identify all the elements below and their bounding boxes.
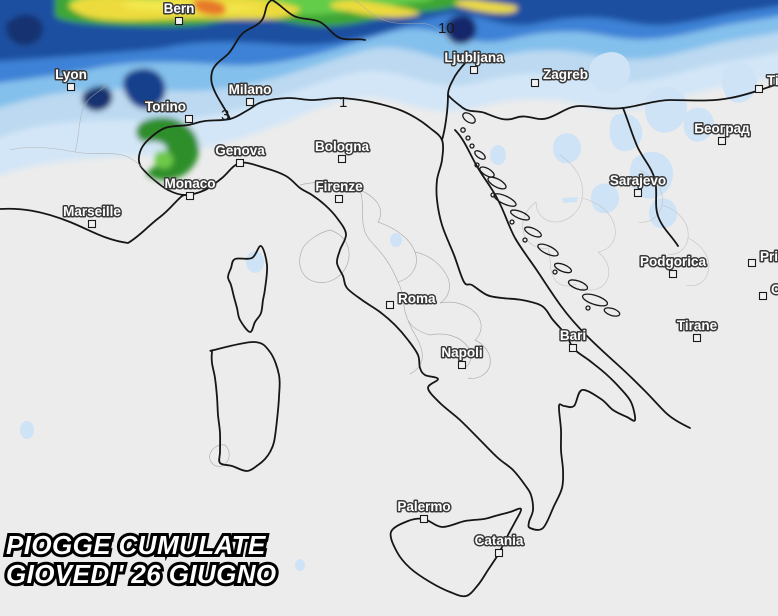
svg-text:Catania: Catania bbox=[475, 533, 524, 548]
svg-text:Скопје: Скопје bbox=[771, 282, 778, 297]
svg-text:Monaco: Monaco bbox=[164, 176, 215, 191]
svg-text:Bern: Bern bbox=[164, 1, 195, 16]
svg-text:Milano: Milano bbox=[229, 82, 272, 97]
svg-text:Genova: Genova bbox=[215, 143, 265, 158]
svg-text:Београд: Београд bbox=[694, 121, 750, 136]
svg-text:Lyon: Lyon bbox=[55, 67, 87, 82]
svg-text:Prishtine: Prishtine bbox=[760, 249, 778, 264]
svg-text:Ljubljana: Ljubljana bbox=[444, 50, 504, 65]
svg-text:1: 1 bbox=[339, 94, 347, 111]
svg-text:Roma: Roma bbox=[398, 291, 436, 306]
svg-text:Sarajevo: Sarajevo bbox=[610, 173, 666, 188]
svg-text:Marseille: Marseille bbox=[63, 204, 121, 219]
svg-text:Napoli: Napoli bbox=[441, 345, 482, 360]
svg-text:Palermo: Palermo bbox=[397, 499, 450, 514]
svg-text:Tirane: Tirane bbox=[677, 318, 718, 333]
svg-text:Torino: Torino bbox=[145, 99, 186, 114]
svg-text:Bari: Bari bbox=[560, 328, 586, 343]
svg-text:Bologna: Bologna bbox=[315, 139, 369, 154]
svg-text:Zagreb: Zagreb bbox=[543, 67, 588, 82]
svg-text:3: 3 bbox=[221, 107, 229, 124]
svg-text:Podgorica: Podgorica bbox=[640, 254, 707, 269]
svg-text:Firenze: Firenze bbox=[315, 179, 363, 194]
svg-text:10: 10 bbox=[438, 20, 455, 37]
svg-text:Timisoara: Timisoara bbox=[767, 73, 778, 88]
